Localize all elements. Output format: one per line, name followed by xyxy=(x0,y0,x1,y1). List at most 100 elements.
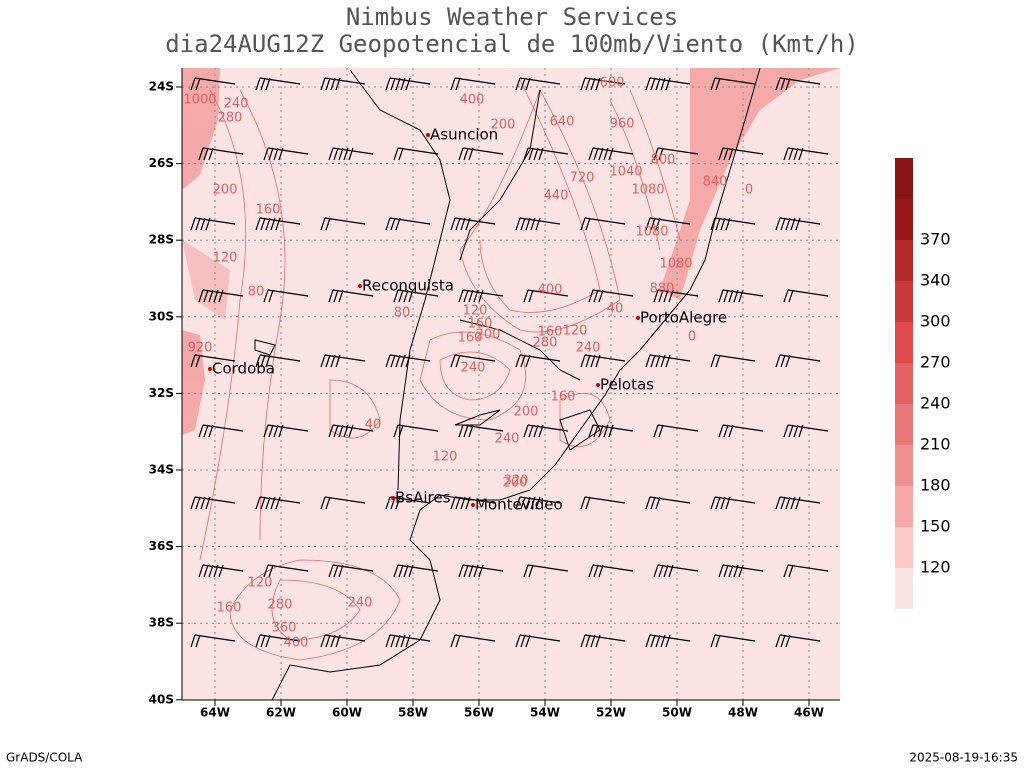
wind-barb xyxy=(190,217,236,231)
colorbar-label: 180 xyxy=(920,476,951,495)
wind-barb xyxy=(515,354,561,368)
contour-label: 40 xyxy=(365,418,382,433)
contour-label: 80 xyxy=(248,285,265,300)
city-label: Asuncion xyxy=(430,126,498,144)
wind-barb xyxy=(645,496,691,510)
lon-label: 46W xyxy=(794,706,824,720)
lat-label: 24S xyxy=(149,80,174,94)
wind-barb xyxy=(645,217,691,231)
wind-barb xyxy=(645,354,691,368)
wind-barb xyxy=(580,217,626,231)
city-dot xyxy=(636,316,640,320)
lat-label: 28S xyxy=(149,233,174,247)
colorbar-swatch xyxy=(895,527,913,568)
wind-barb xyxy=(580,496,626,510)
footer-left: GrADS/COLA xyxy=(6,751,83,765)
contour-label: 280 xyxy=(218,111,243,126)
lat-label: 36S xyxy=(149,539,174,553)
wind-barb xyxy=(198,424,244,438)
contour-label: 120 xyxy=(563,324,588,339)
contour-label: 200 xyxy=(514,405,539,420)
wind-barb xyxy=(450,634,496,648)
city-label: Reconquista xyxy=(362,277,454,295)
grid xyxy=(182,68,840,700)
lon-label: 58W xyxy=(398,706,428,720)
lat-label: 32S xyxy=(149,386,174,400)
wind-barb xyxy=(783,424,829,438)
contour-label: 240 xyxy=(348,596,373,611)
lon-label: 50W xyxy=(662,706,692,720)
wind-barb xyxy=(580,77,626,91)
wind-barb xyxy=(320,77,366,91)
city-label: PortoAlegre xyxy=(640,309,727,327)
wind-barb xyxy=(515,634,561,648)
contour-label: 1080 xyxy=(659,257,692,272)
wind-barb xyxy=(263,564,309,578)
wind-barb xyxy=(783,289,829,303)
city-dot xyxy=(391,496,395,500)
contour-label: 160 xyxy=(551,390,576,405)
wind-barb xyxy=(718,564,764,578)
lon-label: 48W xyxy=(728,706,758,720)
wind-barb xyxy=(710,354,756,368)
contour-label: 360 xyxy=(272,621,297,636)
contour-label: 0 xyxy=(688,330,696,345)
city-dot xyxy=(471,503,475,507)
colorbar-swatch xyxy=(895,199,913,240)
wind-barb xyxy=(588,289,634,303)
wind-barb xyxy=(320,354,366,368)
wind-barb xyxy=(783,564,829,578)
wind-barb xyxy=(320,634,366,648)
wind-barb xyxy=(523,289,569,303)
axes: 24S 26S 28S 30S 32S 34S 36S 38S 40S 64W 62W 60W 58W 5… xyxy=(149,68,840,720)
wind-barb xyxy=(775,634,821,648)
contour-label: 160 xyxy=(217,601,242,616)
wind-barb xyxy=(645,77,691,91)
city-dot xyxy=(358,284,362,288)
wind-barb xyxy=(783,147,829,161)
colorbar: 120 150 180 210 240 270 300 340 370 xyxy=(895,158,951,609)
wind-barb xyxy=(653,564,699,578)
wind-barb xyxy=(190,354,236,368)
wind-barb xyxy=(328,424,374,438)
wind-barb xyxy=(775,354,821,368)
colorbar-label: 270 xyxy=(920,353,951,372)
contour-label: 320 xyxy=(504,474,529,489)
wind-barb xyxy=(775,77,821,91)
wind-barb xyxy=(385,77,431,91)
contour-label: 160 xyxy=(468,317,493,332)
contour-label: 400 xyxy=(538,283,563,298)
colorbar-label: 150 xyxy=(920,517,951,536)
wind-barb xyxy=(718,424,764,438)
wind-barb xyxy=(190,77,236,91)
contour-label: 1080 xyxy=(631,183,664,198)
wind-barb xyxy=(710,496,756,510)
contour-label: 200 xyxy=(213,183,238,198)
wind-barb xyxy=(458,147,504,161)
wind-barb xyxy=(450,496,496,510)
wind-barb xyxy=(775,496,821,510)
wind-barb xyxy=(710,77,756,91)
lon-label: 60W xyxy=(332,706,362,720)
colorbar-label: 370 xyxy=(920,230,951,249)
contour-label: 200 xyxy=(503,476,528,491)
wind-barb xyxy=(255,496,301,510)
colorbar-swatch xyxy=(895,445,913,486)
contour-label: 800 xyxy=(651,153,676,168)
wind-barb xyxy=(523,424,569,438)
wind-barb xyxy=(328,289,374,303)
wind-barb xyxy=(523,564,569,578)
wind-barb xyxy=(775,217,821,231)
wind-barb xyxy=(320,217,366,231)
contour-label: 120 xyxy=(213,251,238,266)
contour-label: 840 xyxy=(703,175,728,190)
wind-barb xyxy=(263,147,309,161)
wind-barb xyxy=(458,424,504,438)
wind-barb xyxy=(710,217,756,231)
contour-label: 400 xyxy=(284,636,309,651)
lon-label: 52W xyxy=(596,706,626,720)
wind-barb xyxy=(450,77,496,91)
colorbar-label: 240 xyxy=(920,394,951,413)
contour-label: 240 xyxy=(461,361,486,376)
wind-barb xyxy=(458,289,504,303)
